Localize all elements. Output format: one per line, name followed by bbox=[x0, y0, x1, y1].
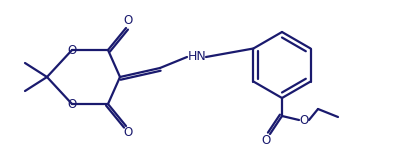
Text: HN: HN bbox=[188, 51, 207, 64]
Text: O: O bbox=[299, 113, 308, 126]
Text: O: O bbox=[67, 44, 77, 57]
Text: O: O bbox=[67, 97, 77, 111]
Text: O: O bbox=[123, 126, 133, 140]
Text: O: O bbox=[261, 133, 271, 146]
Text: O: O bbox=[123, 15, 133, 27]
